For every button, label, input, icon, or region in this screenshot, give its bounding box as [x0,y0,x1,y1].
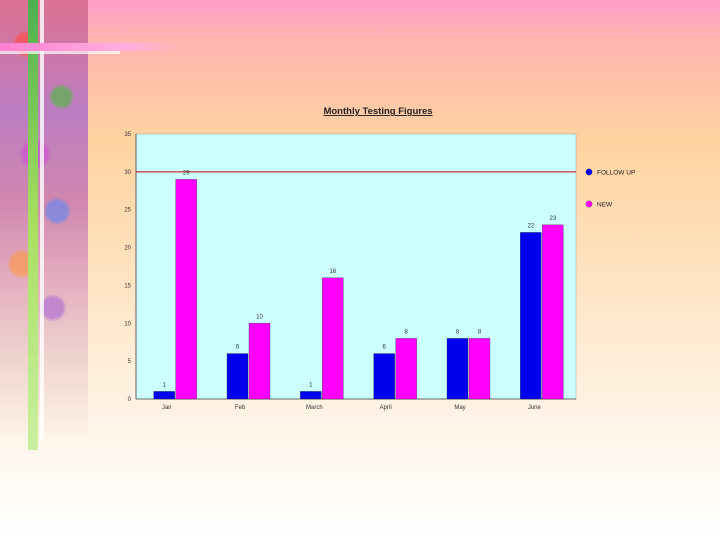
y-tick-label: 35 [124,132,131,138]
y-tick-label: 25 [124,208,131,214]
y-tick-label: 5 [128,359,132,365]
x-tick-labels: Jan Feb March April May June [162,405,542,411]
bar-new-feb [248,323,271,400]
decorative-white-bar [40,0,44,440]
decorative-white-line [0,51,120,54]
x-tick-label: Feb [235,405,246,411]
legend-marker [585,168,593,176]
data-label: 22 [527,223,534,229]
bar-new-march [322,277,344,400]
y-tick-label: 10 [124,321,131,327]
chart-title: Monthly Testing Figures [323,106,432,117]
x-tick-label: May [454,405,465,411]
bar-new-april [395,338,417,400]
legend-label: FOLLOW UP [597,170,635,177]
bar-follow-up-jan [153,391,175,400]
data-label: 1 [309,382,313,388]
data-label: 23 [549,216,556,222]
bar-new-june [542,224,564,400]
y-tick-label: 0 [128,397,132,403]
decorative-pink-bar [0,43,180,51]
data-label: 1 [162,382,166,388]
y-tick-label: 30 [124,170,131,176]
data-label: 8 [456,329,460,335]
data-label: 10 [256,314,263,320]
bar-follow-up-feb [226,353,249,400]
plot-area [135,133,577,400]
data-label: 16 [329,269,336,275]
x-tick-label: Jan [162,405,172,411]
bar-follow-up-may [446,338,469,400]
bars: 1 29 6 10 1 16 6 8 8 8 22 23 [153,170,564,400]
bar-follow-up-march [300,391,322,400]
decorative-green-bar [28,0,38,450]
legend-label: NEW [597,202,613,209]
data-label: 8 [404,329,408,335]
x-tick-label: June [528,405,542,411]
legend: FOLLOW UP NEW [585,168,635,209]
bar-follow-up-april [373,353,395,400]
y-tick-labels: 0 5 10 15 20 25 30 35 [124,132,131,403]
data-label: 8 [478,329,482,335]
x-tick-label: April [380,405,392,411]
y-tick-label: 15 [124,283,131,289]
legend-marker [585,200,593,208]
data-label: 6 [382,345,386,351]
bar-follow-up-june [520,232,542,400]
bar-new-may [468,338,491,400]
data-label: 6 [236,345,240,351]
bar-new-jan [175,179,197,400]
x-tick-label: March [306,405,323,411]
decorative-art-strip [0,0,88,440]
data-label: 29 [183,170,190,176]
y-tick-label: 20 [124,246,131,252]
